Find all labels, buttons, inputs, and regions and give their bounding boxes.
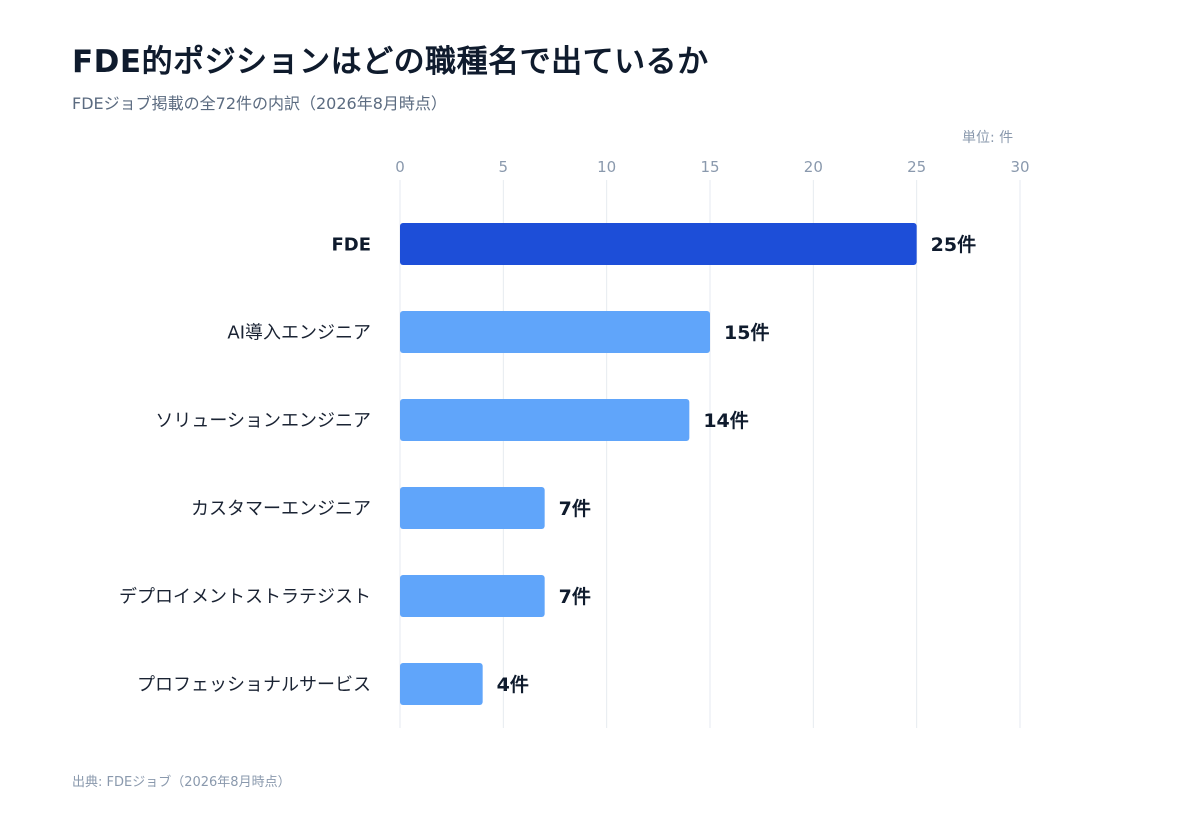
value-label: 25件	[931, 233, 976, 256]
x-axis-ticks: 0 5 10 15 20 25 30	[395, 158, 1029, 176]
category-label: プロフェッショナルサービス	[137, 675, 371, 696]
bar	[400, 575, 545, 617]
x-tick-label: 0	[395, 158, 405, 176]
value-label: 15件	[724, 321, 769, 344]
chart-title: FDE的ポジションはどの職種名で出ているか	[72, 44, 709, 80]
value-label: 7件	[559, 585, 591, 608]
x-tick-label: 5	[499, 158, 509, 176]
bar	[400, 399, 690, 441]
value-label: 7件	[559, 497, 591, 520]
category-label: AI導入エンジニア	[227, 323, 371, 344]
x-tick-label: 15	[700, 158, 719, 176]
x-tick-label: 10	[597, 158, 616, 176]
x-tick-label: 30	[1010, 158, 1029, 176]
bar	[400, 487, 545, 529]
unit-label: 単位: 件	[962, 130, 1014, 146]
bar	[400, 223, 917, 265]
category-label: カスタマーエンジニア	[191, 499, 371, 520]
chart-subtitle: FDEジョブ掲載の全72件の内訳（2026年8月時点）	[72, 94, 447, 113]
category-label: FDE	[331, 235, 371, 256]
x-tick-label: 25	[907, 158, 926, 176]
category-labels: FDE AI導入エンジニアソリューションエンジニアカスタマーエンジニアデプロイメン…	[119, 235, 371, 696]
x-tick-label: 20	[804, 158, 823, 176]
source-note: 出典: FDEジョブ（2026年8月時点）	[72, 775, 291, 790]
bar	[400, 311, 710, 353]
bars	[400, 223, 917, 705]
value-labels: 25件 15件 14件 7件 7件 4件	[497, 233, 976, 696]
value-label: 4件	[497, 673, 529, 696]
category-label: ソリューションエンジニア	[155, 411, 371, 432]
bar	[400, 663, 483, 705]
grid-lines	[399, 180, 1021, 728]
category-label: デプロイメントストラテジスト	[119, 587, 371, 608]
value-label: 14件	[703, 409, 748, 432]
